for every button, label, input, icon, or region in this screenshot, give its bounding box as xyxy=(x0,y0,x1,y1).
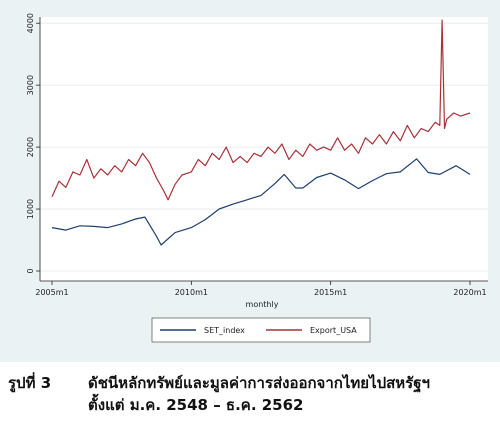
series-line-1 xyxy=(51,19,471,201)
x-tick-label: 2005m1 xyxy=(35,288,68,297)
legend-label: SET_index xyxy=(204,326,245,335)
figure-panel: 0 1000 2000 3000 4000 2005m1 2010m1 2015m1 2020… xyxy=(0,0,500,362)
series-line-0 xyxy=(51,158,471,246)
series xyxy=(51,19,471,246)
gridlines xyxy=(40,22,488,272)
y-tick-label: 2000 xyxy=(26,137,35,157)
legend-box xyxy=(151,317,371,343)
caption-line-1: ดัชนีหลักทรัพย์และมูลค่าการส่งออกจากไทยไ… xyxy=(88,374,430,392)
caption-line-2: ตั้งแต่ ม.ค. 2548 – ธ.ค. 2562 xyxy=(88,396,304,414)
y-tick-label: 4000 xyxy=(26,13,35,33)
y-tick-label: 1000 xyxy=(26,199,35,219)
legend-label: Export_USA xyxy=(310,326,357,335)
x-tick-label: 2015m1 xyxy=(314,288,347,297)
plot-area xyxy=(40,17,488,281)
x-tick-label: 2020m1 xyxy=(453,288,486,297)
legend: SET_index Export_USA xyxy=(160,326,357,335)
line-chart: 0 1000 2000 3000 4000 2005m1 2010m1 2015m1 2020… xyxy=(26,13,488,343)
caption-label: รูปที่ 3 xyxy=(8,374,52,392)
y-ticks: 0 1000 2000 3000 4000 xyxy=(26,13,40,274)
y-tick-label: 0 xyxy=(26,268,35,273)
x-axis-label: monthly xyxy=(246,300,279,309)
y-tick-label: 3000 xyxy=(26,75,35,95)
figure-caption: รูปที่ 3 ดัชนีหลักทรัพย์และมูลค่าการส่งออ… xyxy=(8,372,494,416)
x-ticks: 2005m1 2010m1 2015m1 2020m1 xyxy=(35,281,487,297)
x-tick-label: 2010m1 xyxy=(175,288,208,297)
